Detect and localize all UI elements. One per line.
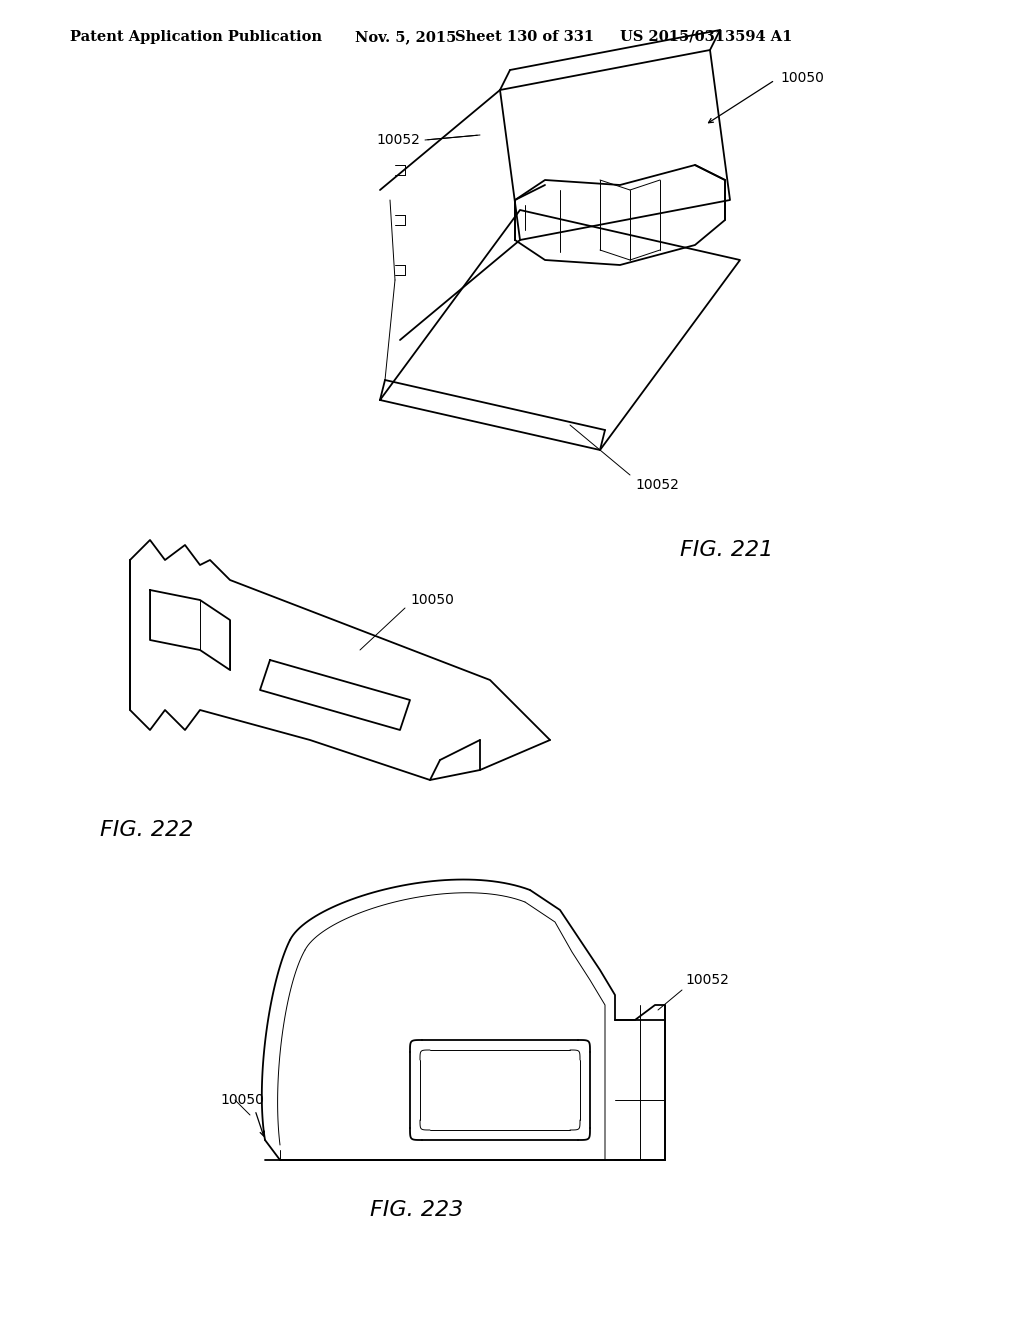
Text: FIG. 223: FIG. 223 [370, 1200, 463, 1220]
Text: 10050: 10050 [410, 593, 454, 607]
Text: US 2015/0313594 A1: US 2015/0313594 A1 [620, 30, 793, 44]
Text: 10052: 10052 [685, 973, 729, 987]
Text: Sheet 130 of 331: Sheet 130 of 331 [455, 30, 594, 44]
Text: Patent Application Publication: Patent Application Publication [70, 30, 322, 44]
Text: FIG. 221: FIG. 221 [680, 540, 773, 560]
Text: 10050: 10050 [220, 1093, 264, 1107]
Text: 10052: 10052 [635, 478, 679, 492]
Text: 10052: 10052 [376, 133, 420, 147]
Text: Nov. 5, 2015: Nov. 5, 2015 [355, 30, 457, 44]
Text: 10050: 10050 [780, 71, 824, 84]
Text: FIG. 222: FIG. 222 [100, 820, 194, 840]
